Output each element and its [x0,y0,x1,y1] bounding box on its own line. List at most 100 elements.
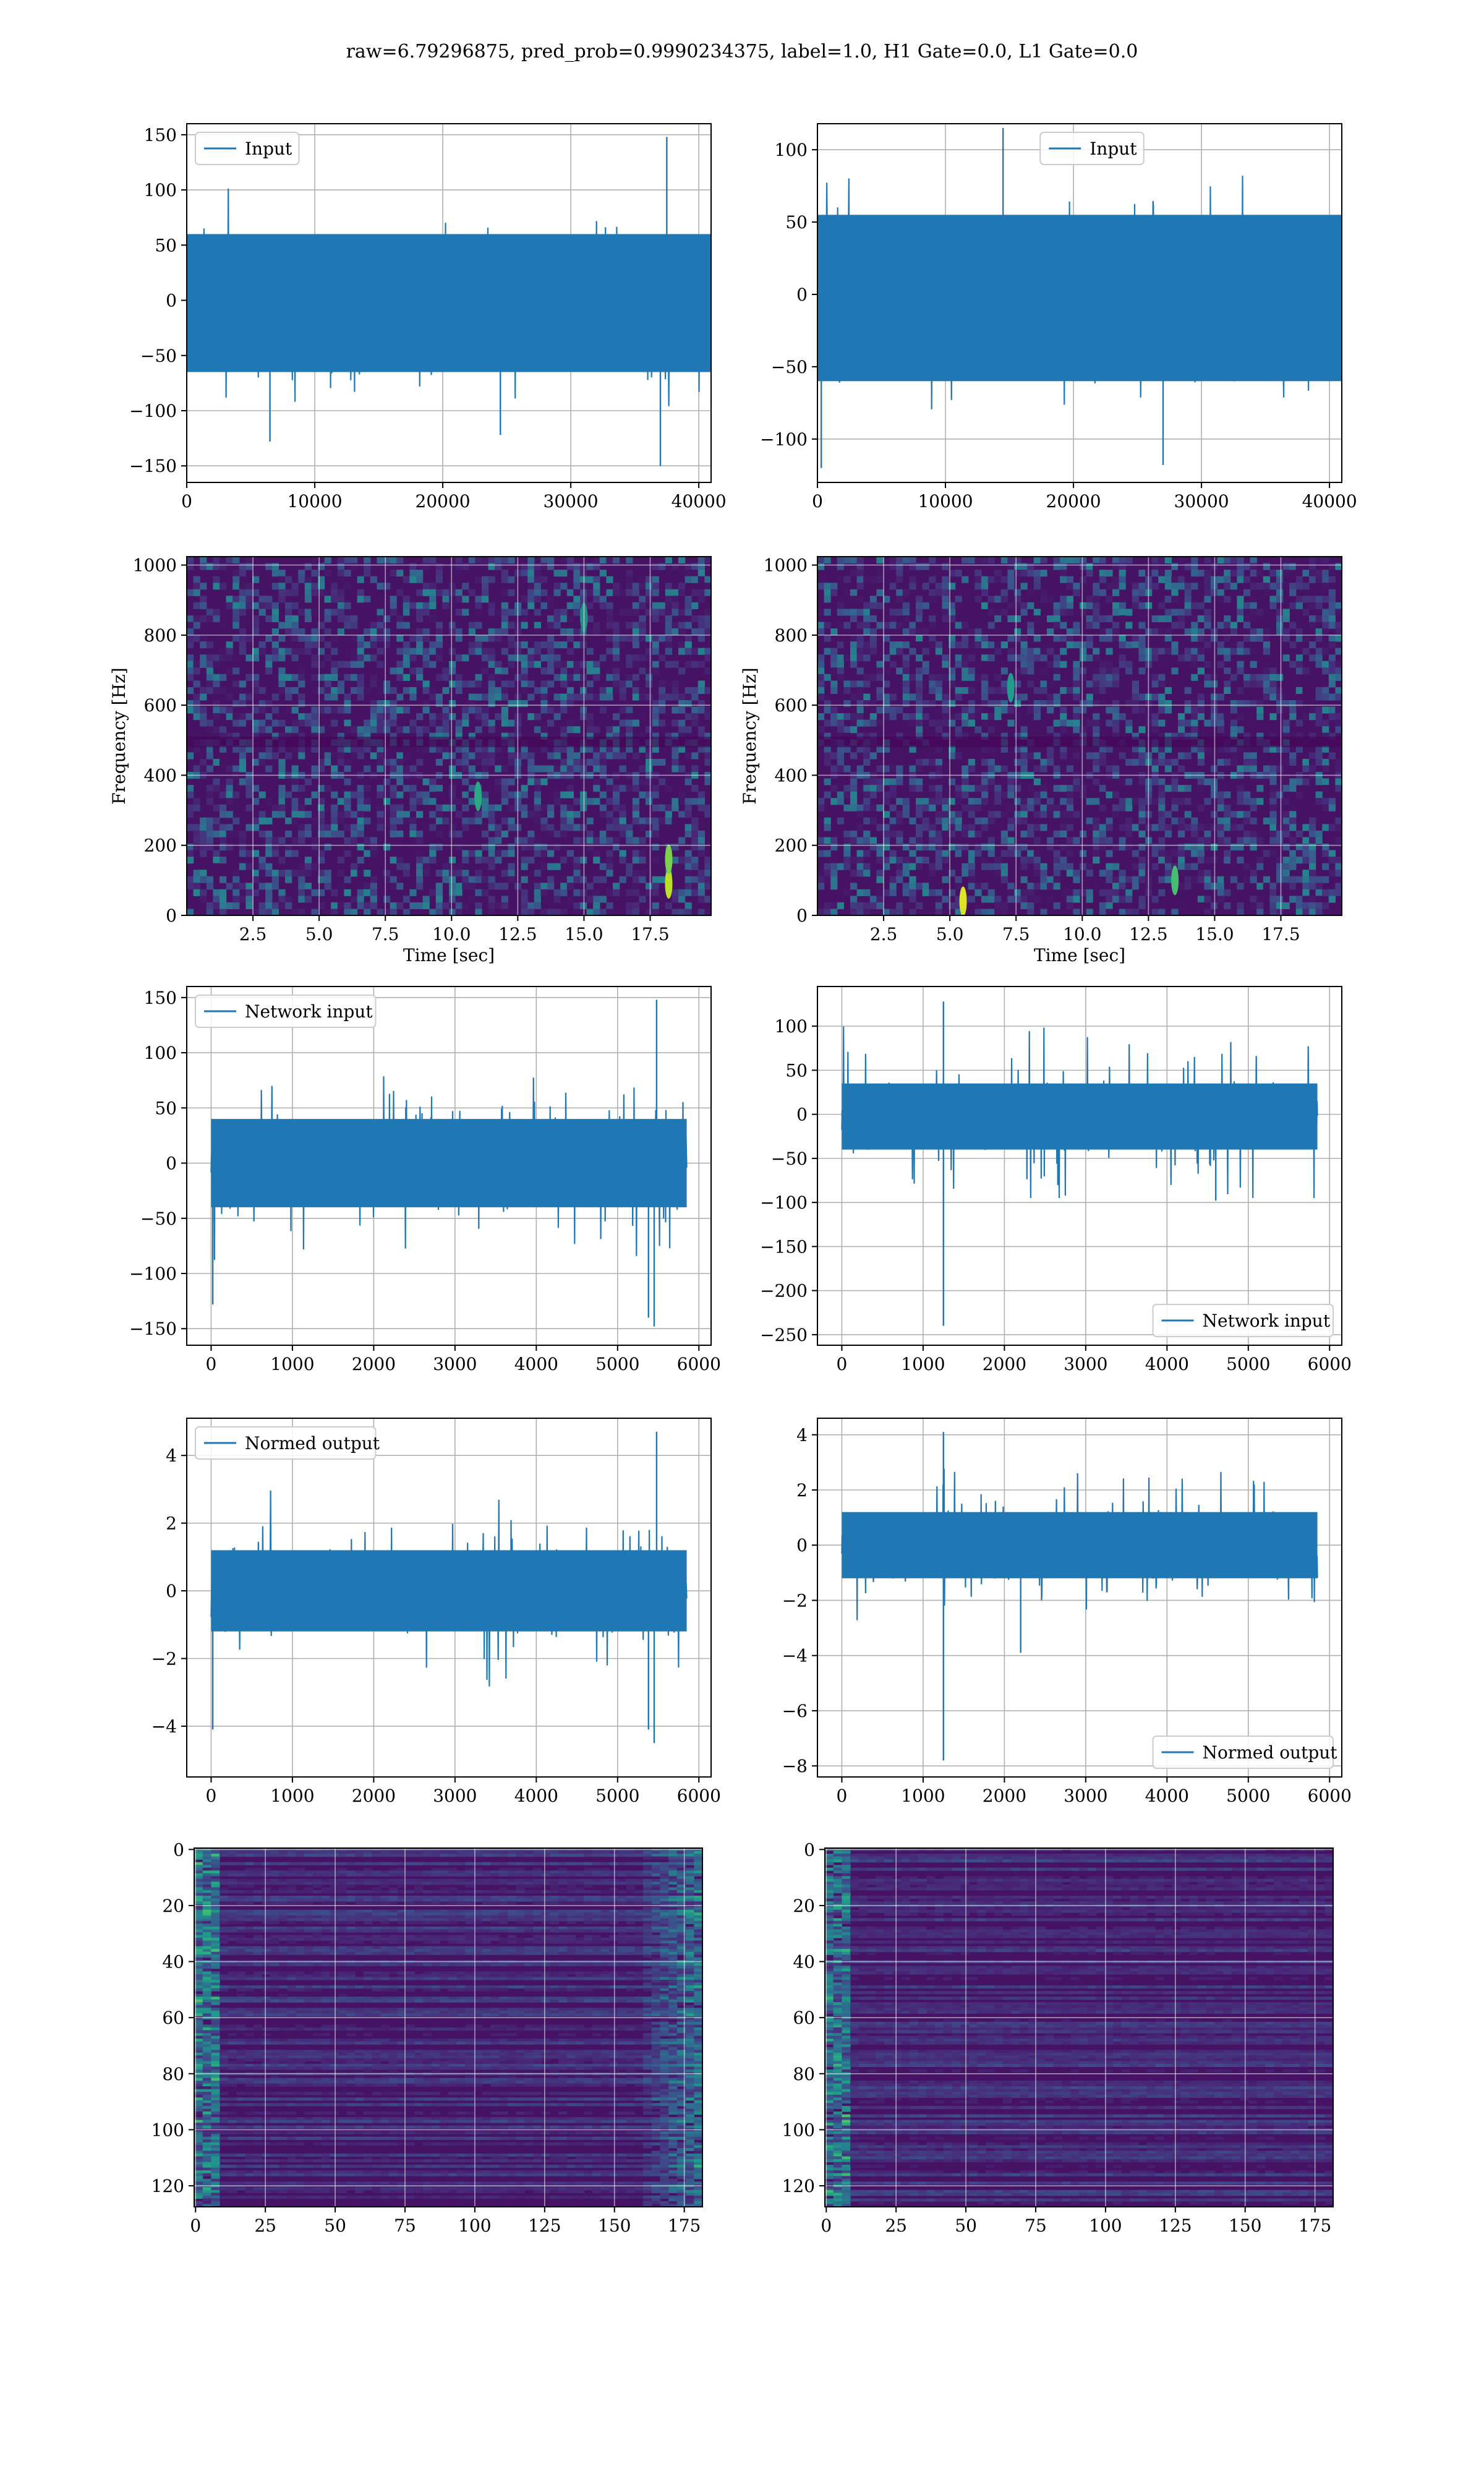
heatmap-cell [1106,876,1113,883]
heatmap-cell [672,804,679,811]
heatmap-cell [573,752,581,760]
heatmap-cell [830,883,838,890]
heatmap-cell [1014,693,1021,701]
heatmap-cell [1197,628,1205,636]
heatmap-cell [691,706,699,714]
heatmap-cell [534,817,541,824]
heatmap-cell [364,837,371,844]
heatmap-cell [226,596,233,603]
x-tick-label: 2.5 [239,924,267,944]
heatmap-cell [271,870,279,877]
heatmap-cell [553,791,561,798]
heatmap-cell [1112,680,1120,688]
heatmap-cell [1138,726,1146,734]
heatmap-cell [1020,804,1028,811]
heatmap-cell [298,667,305,675]
heatmap-cell [331,719,338,727]
heatmap-cell [1204,615,1211,622]
heatmap-cell [1138,778,1146,785]
heatmap-cell [863,758,871,766]
heatmap-cell [902,889,910,896]
heatmap-cell [206,824,213,831]
heatmap-cell [909,765,916,773]
heatmap-cell [916,883,923,890]
heatmap-cell [540,909,548,915]
heatmap-cell [435,589,443,596]
heatmap-cell [1007,785,1015,792]
heatmap-cell [488,635,495,642]
heatmap-cell [331,830,338,837]
heatmap-cell [226,765,233,773]
heatmap-cell [435,654,443,662]
heatmap-cell [850,837,858,844]
heatmap-cell [442,713,450,721]
heatmap-cell [1237,667,1244,675]
heatmap-cell [1197,693,1205,701]
heatmap-cell [1014,563,1021,570]
heatmap-cell [889,876,897,883]
heatmap-cell [1119,752,1126,760]
heatmap-cell [697,726,705,734]
heatmap-cell [1224,628,1231,636]
plot-area [817,557,1342,915]
heatmap-cell [357,883,364,890]
heatmap-cell [1158,785,1166,792]
heatmap-cell [974,844,982,851]
heatmap-cell [586,667,594,675]
heatmap-cell [213,889,220,896]
heatmap-cell [560,824,568,831]
heatmap-cell [889,713,897,721]
heatmap-cell [652,583,659,590]
legend-label: Network input [1203,1311,1331,1331]
heatmap-cell [1066,602,1073,609]
heatmap-cell [553,615,561,622]
heatmap-cell [678,726,686,734]
heatmap-cell [1217,661,1224,668]
heatmap-cell [1047,726,1054,734]
heatmap-cell [981,641,989,649]
x-tick-label: 30000 [1174,491,1229,511]
heatmap-cell [1020,609,1028,616]
heatmap-cell [697,798,705,805]
heatmap-cell [922,817,929,824]
heatmap-cell [187,700,194,708]
heatmap-cell [817,883,825,890]
heatmap-cell [1138,615,1146,622]
heatmap-cell [495,609,502,616]
heatmap-cell [1060,811,1067,818]
heatmap-cell [1033,557,1041,564]
heatmap-cell [540,700,548,708]
heatmap-cell [278,732,286,740]
heatmap-cell [580,661,587,668]
heatmap-cell [1276,674,1284,681]
heatmap-cell [691,798,699,805]
heatmap-cell [1119,641,1126,649]
heatmap-cell [553,896,561,903]
heatmap-cell [837,732,844,740]
heatmap-cell [863,609,871,616]
heatmap-cell [390,824,397,831]
x-tick-label: 3000 [433,1786,477,1806]
heatmap-cell [1099,628,1106,636]
heatmap-cell [1322,615,1329,622]
x-tick-label: 5000 [595,1354,639,1374]
heatmap-cell [1309,837,1316,844]
heatmap-cell [475,557,482,564]
heatmap-cell [606,745,613,753]
heatmap-cell [889,609,897,616]
heatmap-cell [364,902,371,909]
heatmap-cell [639,817,646,824]
heatmap-cell [1007,791,1015,798]
heatmap-cell [429,693,437,701]
heatmap-cell [383,628,391,636]
heatmap-cell [632,687,639,694]
heatmap-cell [1007,719,1015,727]
heatmap-cell [553,745,561,753]
heatmap-cell [1066,902,1073,909]
heatmap-cell [902,661,910,668]
heatmap-cell [475,641,482,649]
heatmap-cell [1000,680,1008,688]
heatmap-cell [1184,719,1192,727]
heatmap-cell [1184,752,1192,760]
heatmap-cell [311,765,318,773]
